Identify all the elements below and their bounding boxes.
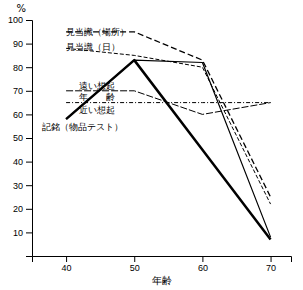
- x-axis-title: 年齢: [152, 275, 172, 286]
- tick-label: 30: [13, 181, 23, 191]
- axis-line: [26, 21, 33, 257]
- tick-label: 60: [198, 263, 208, 273]
- series-line: [66, 91, 270, 115]
- annotation: 見当識（場所）: [66, 27, 129, 37]
- tick-label: 10: [13, 228, 23, 238]
- tick: 60: [13, 110, 32, 120]
- series-line: [66, 60, 270, 237]
- tick: 70: [13, 86, 32, 96]
- tick: 60: [198, 256, 208, 273]
- tick: 90: [13, 39, 32, 49]
- tick-mark: [26, 162, 32, 163]
- annotation: 遠い想起: [79, 81, 115, 91]
- series-line: [66, 32, 270, 197]
- tick: 100: [8, 15, 32, 25]
- tick-mark: [66, 256, 67, 262]
- tick: 50: [130, 256, 140, 273]
- annotation: 記銘（物品テスト）: [42, 122, 123, 132]
- tick-label: 50: [13, 133, 23, 143]
- tick-mark: [26, 44, 32, 45]
- annotation: 近い想起: [79, 105, 115, 115]
- annotations: 見当識（場所） 見当識（日） 遠い想起年 齢近い想起記銘（物品テスト）: [42, 27, 128, 131]
- tick-mark: [26, 20, 32, 21]
- annotation: 年 齢: [79, 92, 115, 102]
- axis-line: [33, 257, 292, 263]
- annotation: 見当識（日）: [66, 42, 120, 52]
- tick-mark: [26, 232, 32, 233]
- tick-label: 70: [13, 86, 23, 96]
- tick: 40: [62, 256, 72, 273]
- tick-label: 60: [13, 110, 23, 120]
- y-axis-title: %: [16, 3, 26, 14]
- tick-mark: [26, 114, 32, 115]
- tick-label: 40: [13, 157, 23, 167]
- series-line: [66, 60, 270, 239]
- y-axis: 10 20 30 40 50 60 70 80 90 100: [8, 15, 33, 256]
- x-axis: 40 50 60 70: [33, 256, 292, 273]
- tick-label: 80: [13, 63, 23, 73]
- tick: 40: [13, 157, 32, 167]
- tick: 70: [266, 256, 276, 273]
- tick-label: 90: [13, 39, 23, 49]
- chart-svg: 40506070102030405060708090100見当識（場所）見当識（…: [0, 0, 303, 290]
- chart-container: 40506070102030405060708090100見当識（場所）見当識（…: [0, 0, 303, 290]
- plot-area: 40506070102030405060708090100見当識（場所）見当識（…: [8, 15, 292, 273]
- tick-label: 70: [266, 263, 276, 273]
- tick-mark: [202, 256, 203, 262]
- lines: [66, 32, 270, 240]
- tick-label: 100: [8, 15, 23, 25]
- tick-mark: [134, 256, 135, 262]
- tick-mark: [271, 256, 272, 262]
- tick-label: 40: [62, 263, 72, 273]
- tick: 10: [13, 228, 32, 238]
- tick-label: 20: [13, 204, 23, 214]
- tick-mark: [26, 209, 32, 210]
- tick: 20: [13, 204, 32, 214]
- tick-label: 50: [130, 263, 140, 273]
- tick-mark: [26, 67, 32, 68]
- tick-mark: [26, 185, 32, 186]
- tick: 80: [13, 63, 32, 73]
- tick-mark: [26, 91, 32, 92]
- tick: 30: [13, 181, 32, 191]
- tick: 50: [13, 133, 32, 143]
- tick-mark: [26, 138, 32, 139]
